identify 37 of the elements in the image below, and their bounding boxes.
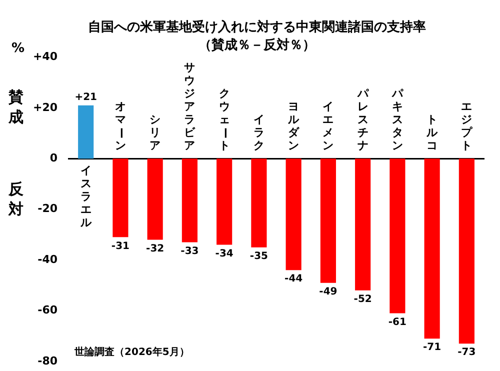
y-tick-label: -40 [38, 252, 58, 266]
x-tick-label: サウジアラビア [184, 60, 196, 152]
y-tick-label: +20 [32, 100, 58, 114]
x-tick-label: オマーン [114, 100, 128, 152]
y-tick-label: -60 [38, 304, 58, 317]
data-label: -52 [354, 294, 372, 306]
x-tick-label: ヨルダン [287, 100, 300, 152]
data-label: -71 [423, 342, 442, 354]
x-tick-label: イラク [253, 112, 264, 152]
x-tick-label: クウェート [218, 86, 232, 152]
data-label: -31 [111, 240, 130, 252]
x-tick-label: パレスチナ [356, 86, 370, 152]
data-label: -35 [250, 250, 268, 262]
x-tick-label: エジプト [461, 100, 474, 152]
text: 反対 [8, 180, 24, 218]
chart-title: 自国への米軍基地受け入れに対する中東関連諸国の支持率 [88, 19, 426, 36]
y-tick-label: 0 [50, 151, 58, 164]
data-label: -34 [215, 248, 234, 260]
annotation: 世論調査（2026年5月） [74, 346, 190, 358]
data-label: +21 [74, 92, 98, 103]
x-tick-label: トルコ [426, 112, 439, 152]
data-label: -73 [458, 347, 476, 358]
x-tick-label: パキスタン [390, 86, 404, 152]
data-label: -33 [180, 246, 199, 257]
data-label: -49 [319, 286, 338, 298]
chart-subtitle: （賛成％－反対％） [198, 36, 316, 53]
x-tick-label: イスラエル [79, 164, 92, 229]
x-tick-label: イエメン [322, 100, 334, 152]
x-tick-label: シリア [150, 112, 161, 152]
data-label: -44 [284, 274, 303, 285]
y-tick-label: -80 [38, 354, 58, 368]
text: 賛成 [8, 88, 24, 126]
y-tick-label: +40 [32, 50, 58, 64]
y-tick-label: -20 [38, 202, 58, 216]
y-axis-title: % [11, 41, 25, 56]
data-label: -61 [388, 316, 407, 328]
data-label: -32 [146, 243, 164, 254]
